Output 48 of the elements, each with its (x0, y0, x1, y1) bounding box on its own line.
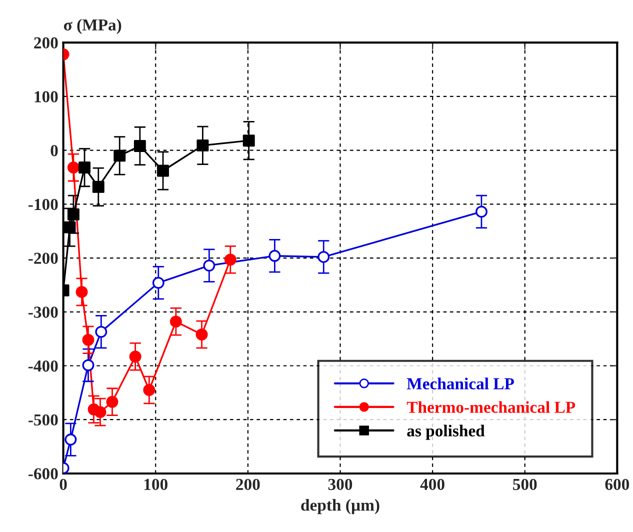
x-tick-label: 300 (328, 478, 352, 490)
point (76, 286, 88, 298)
point (67, 162, 80, 174)
y-tick-label: -600 (28, 468, 58, 480)
point (114, 150, 126, 162)
point (170, 316, 182, 328)
point (82, 334, 94, 346)
point (268, 250, 281, 262)
point (224, 254, 236, 266)
legend-label: as polished (407, 424, 485, 440)
point (106, 396, 118, 408)
y-tick-label: -400 (28, 360, 58, 372)
y-tick-label: 200 (34, 37, 58, 49)
point (92, 180, 104, 193)
x-tick-label: 600 (605, 478, 630, 490)
point (475, 206, 488, 218)
y-tick-label: -300 (28, 306, 58, 318)
point (242, 134, 255, 147)
point (82, 359, 94, 372)
point (134, 140, 146, 152)
point (64, 221, 76, 234)
point (94, 406, 106, 418)
y-tick-label: 0 (50, 144, 58, 156)
point (203, 260, 216, 272)
point (143, 384, 156, 396)
x-tick-label: 200 (236, 478, 260, 490)
point (67, 208, 80, 220)
point (78, 162, 91, 174)
point (64, 434, 77, 446)
y-tick-label: -500 (28, 414, 58, 426)
legend-label: Mechanical LP (406, 378, 514, 390)
y-tick-label: 100 (34, 91, 58, 102)
point (318, 250, 330, 263)
y-tick-label: -100 (28, 198, 58, 210)
point (129, 350, 142, 363)
x-tick-label: 500 (513, 478, 537, 490)
point (196, 139, 209, 152)
legend-label: Thermo-mechanical LP (406, 401, 576, 413)
point (157, 164, 169, 177)
y-tick-label: -200 (28, 252, 58, 264)
x-axis-title: depth (µm) (301, 499, 380, 514)
point (95, 326, 108, 338)
x-tick-label: 400 (420, 478, 444, 490)
point (152, 276, 164, 289)
x-tick-label: 0 (60, 478, 67, 490)
point (196, 328, 208, 340)
y-axis-title: σ (MPa) (64, 18, 122, 34)
x-tick-label: 100 (144, 478, 168, 490)
